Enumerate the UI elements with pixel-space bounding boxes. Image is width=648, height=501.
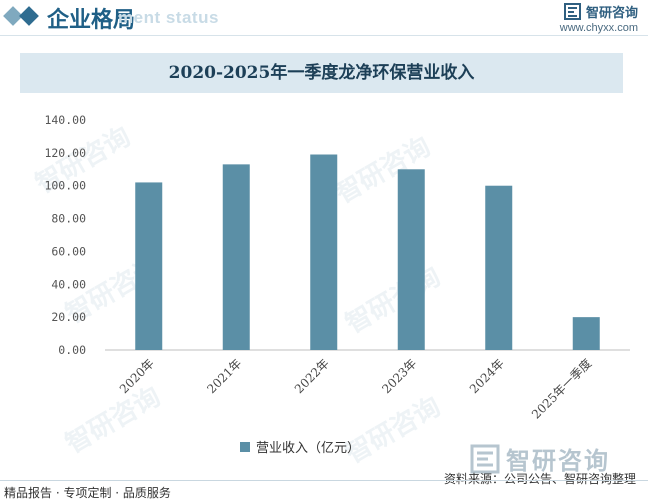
x-tick-label: 2024年 bbox=[467, 356, 507, 396]
y-tick-label: 40.00 bbox=[51, 277, 86, 291]
brand-logo: 智研咨询 www.chyxx.com bbox=[560, 2, 638, 34]
bar bbox=[485, 185, 513, 350]
legend-swatch bbox=[240, 441, 250, 452]
y-tick-label: 120.00 bbox=[44, 146, 86, 160]
x-tick-label: 2025年一季度 bbox=[528, 356, 594, 422]
header-divider bbox=[0, 35, 648, 36]
source-note: 资料来源：公司公告、智研咨询整理 bbox=[443, 472, 636, 486]
logo-icon bbox=[470, 444, 500, 473]
y-tick-label: 60.00 bbox=[51, 244, 86, 258]
footer-slogan: 精品报告 · 专项定制 · 品质服务 bbox=[4, 486, 171, 500]
footer-brand-logo: 智研咨询 bbox=[470, 441, 610, 476]
page-header: 企业格局 ment status 智研咨询 www.chyxx.com bbox=[0, 0, 648, 36]
footer-brand-name: 智研咨询 bbox=[506, 447, 610, 475]
x-tick-label: 2020年 bbox=[117, 356, 157, 396]
bar bbox=[310, 154, 338, 350]
x-tick-label: 2023年 bbox=[379, 356, 419, 396]
bar bbox=[572, 317, 600, 350]
footer-divider bbox=[0, 480, 648, 481]
chart-title-band: 2020-2025年一季度龙净环保营业收入 bbox=[20, 53, 623, 93]
logo-icon bbox=[563, 3, 581, 20]
y-tick-label: 100.00 bbox=[44, 179, 86, 193]
x-tick-label: 2022年 bbox=[292, 356, 332, 396]
section-title: 企业格局 bbox=[47, 7, 136, 33]
chart-legend: 营业收入（亿元） bbox=[240, 437, 360, 456]
y-tick-label: 140.00 bbox=[44, 113, 86, 127]
logo-name: 智研咨询 bbox=[585, 6, 638, 21]
y-tick-label: 20.00 bbox=[51, 310, 86, 324]
bar bbox=[135, 182, 163, 350]
x-tick-label: 2021年 bbox=[204, 356, 244, 396]
chart-title: 2020-2025年一季度龙净环保营业收入 bbox=[168, 63, 475, 83]
legend-label: 营业收入（亿元） bbox=[256, 441, 361, 456]
bar bbox=[397, 169, 425, 350]
y-tick-label: 0.00 bbox=[58, 343, 86, 357]
logo-url: www.chyxx.com bbox=[559, 22, 638, 34]
section-subtitle-watermark: ment status bbox=[118, 8, 219, 27]
y-tick-label: 80.00 bbox=[51, 212, 86, 226]
bar bbox=[222, 164, 250, 350]
